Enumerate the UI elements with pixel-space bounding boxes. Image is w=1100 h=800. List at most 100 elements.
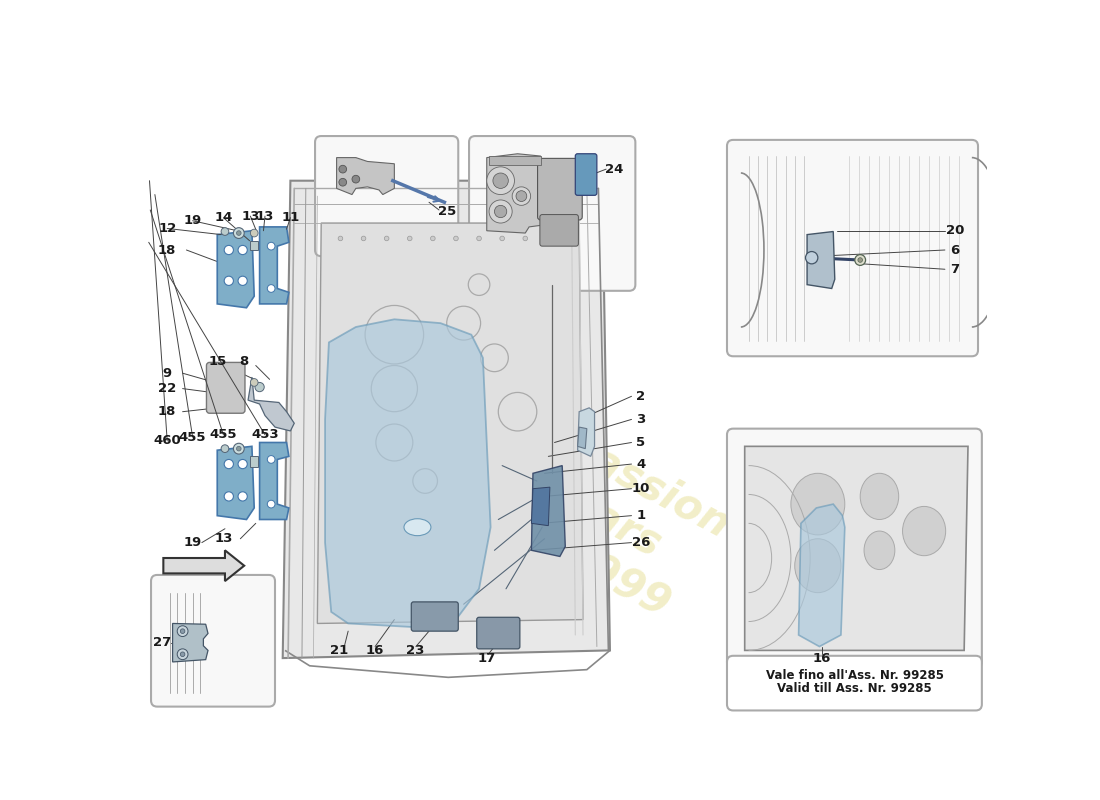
Circle shape [499, 236, 505, 241]
Circle shape [224, 492, 233, 501]
Circle shape [339, 178, 346, 186]
Circle shape [177, 626, 188, 637]
Text: 16: 16 [813, 651, 830, 665]
Text: 20: 20 [946, 224, 964, 238]
Circle shape [516, 190, 527, 202]
Text: 1: 1 [636, 509, 646, 522]
Text: 16: 16 [366, 644, 384, 657]
Circle shape [236, 230, 241, 235]
Text: 3: 3 [636, 413, 646, 426]
Circle shape [180, 629, 185, 634]
Text: Vale fino all'Ass. Nr. 99285: Vale fino all'Ass. Nr. 99285 [766, 669, 944, 682]
FancyBboxPatch shape [540, 214, 579, 246]
Text: 17: 17 [477, 651, 496, 665]
Text: 21: 21 [330, 644, 348, 657]
Polygon shape [578, 427, 587, 449]
Circle shape [238, 459, 248, 469]
FancyBboxPatch shape [727, 140, 978, 356]
FancyBboxPatch shape [476, 618, 520, 649]
Circle shape [238, 276, 248, 286]
Polygon shape [578, 408, 594, 456]
Polygon shape [249, 377, 295, 431]
Polygon shape [260, 227, 289, 304]
Text: 12: 12 [158, 222, 176, 235]
Circle shape [339, 166, 346, 173]
Polygon shape [218, 446, 254, 519]
Circle shape [251, 378, 258, 386]
Text: 18: 18 [158, 405, 176, 418]
Ellipse shape [865, 531, 895, 570]
Ellipse shape [404, 518, 431, 536]
Circle shape [384, 236, 389, 241]
Polygon shape [486, 154, 541, 233]
Circle shape [453, 236, 459, 241]
Circle shape [267, 242, 275, 250]
Circle shape [267, 285, 275, 292]
Text: 453: 453 [251, 428, 278, 442]
Circle shape [233, 443, 244, 454]
Polygon shape [807, 231, 835, 289]
Text: 14: 14 [214, 211, 232, 224]
Polygon shape [745, 446, 968, 650]
Text: 11: 11 [282, 211, 299, 224]
Text: 25: 25 [438, 205, 455, 218]
FancyBboxPatch shape [538, 158, 582, 220]
Circle shape [221, 445, 229, 453]
Text: una passion
for cars
since 1999: una passion for cars since 1999 [422, 377, 736, 632]
FancyBboxPatch shape [315, 136, 459, 256]
Circle shape [267, 500, 275, 508]
Polygon shape [531, 466, 565, 557]
Polygon shape [318, 223, 583, 623]
Ellipse shape [860, 474, 899, 519]
Circle shape [180, 652, 185, 657]
Circle shape [486, 167, 515, 194]
Text: 2: 2 [636, 390, 646, 403]
Polygon shape [337, 158, 395, 194]
Text: 13: 13 [241, 210, 260, 222]
Text: 9: 9 [163, 366, 172, 380]
Circle shape [251, 230, 258, 237]
Text: 13: 13 [256, 210, 274, 222]
Circle shape [476, 236, 482, 241]
Polygon shape [531, 487, 550, 526]
Circle shape [407, 236, 412, 241]
Circle shape [855, 254, 866, 266]
Ellipse shape [794, 538, 842, 593]
Circle shape [224, 246, 233, 254]
Polygon shape [490, 156, 541, 166]
Polygon shape [163, 550, 244, 581]
Text: 18: 18 [158, 243, 176, 257]
FancyBboxPatch shape [207, 362, 245, 414]
Polygon shape [218, 230, 254, 308]
Text: 19: 19 [184, 214, 201, 227]
Circle shape [221, 228, 229, 235]
Circle shape [495, 206, 507, 218]
FancyBboxPatch shape [151, 575, 275, 706]
Circle shape [267, 455, 275, 463]
Text: 8: 8 [240, 355, 249, 368]
Polygon shape [173, 623, 208, 662]
Polygon shape [799, 504, 845, 646]
Polygon shape [326, 319, 491, 627]
Text: 22: 22 [158, 382, 176, 395]
Text: 7: 7 [950, 262, 959, 276]
Circle shape [255, 382, 264, 392]
Polygon shape [260, 442, 289, 519]
Text: 460: 460 [153, 434, 182, 447]
Circle shape [338, 236, 343, 241]
Text: 27: 27 [153, 636, 170, 650]
Text: 6: 6 [950, 243, 959, 257]
Circle shape [430, 236, 436, 241]
Text: 4: 4 [636, 458, 646, 470]
Ellipse shape [791, 474, 845, 535]
Circle shape [490, 200, 513, 223]
Text: 23: 23 [406, 644, 425, 657]
FancyBboxPatch shape [727, 429, 982, 668]
Text: 5: 5 [636, 436, 646, 449]
Circle shape [352, 175, 360, 183]
Circle shape [361, 236, 366, 241]
Polygon shape [283, 181, 609, 658]
Circle shape [513, 187, 530, 206]
Text: 455: 455 [179, 430, 207, 444]
FancyBboxPatch shape [575, 154, 597, 195]
